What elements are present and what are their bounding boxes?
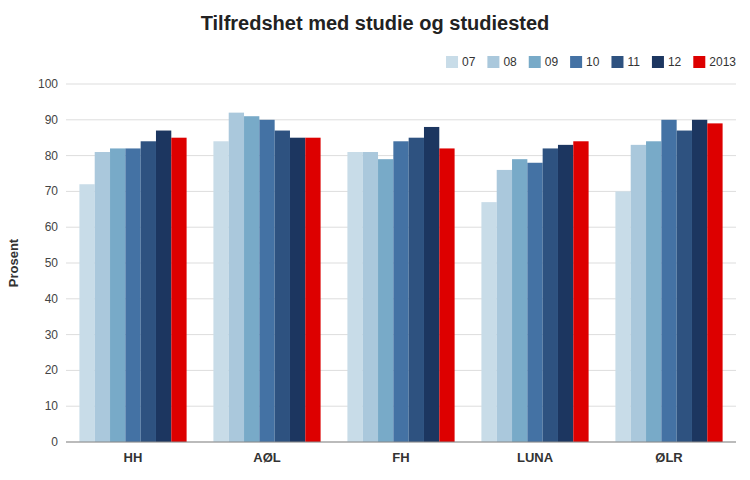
bar (497, 170, 512, 442)
bar (439, 148, 454, 442)
grid-line (66, 119, 736, 120)
legend-label: 11 (627, 55, 640, 69)
legend-label: 10 (586, 55, 600, 69)
legend-swatch (693, 56, 705, 68)
grid (66, 84, 736, 442)
bar (543, 148, 558, 442)
x-axis-line (66, 442, 736, 443)
y-tick-label: 20 (45, 363, 59, 377)
legend-swatch (446, 56, 458, 68)
bar (125, 148, 140, 442)
bars (79, 113, 722, 442)
bar (707, 123, 722, 442)
legend-swatch (529, 56, 541, 68)
legend-label: 08 (503, 55, 517, 69)
bar (558, 145, 573, 442)
bar (229, 113, 244, 442)
bar (305, 138, 320, 442)
y-tick-label: 90 (45, 113, 59, 127)
y-axis-label: Prosent (6, 238, 21, 287)
y-tick-label: 60 (45, 220, 59, 234)
bar (171, 138, 186, 442)
bar (393, 141, 408, 442)
bar (213, 141, 228, 442)
bar (244, 116, 259, 442)
y-tick-label: 40 (45, 292, 59, 306)
bar (631, 145, 646, 442)
x-tick-label: HH (124, 450, 143, 465)
bar (527, 163, 542, 442)
bar (141, 141, 156, 442)
bar (646, 141, 661, 442)
legend-swatch (570, 56, 582, 68)
y-tick-label: 80 (45, 149, 59, 163)
y-tick-label: 30 (45, 328, 59, 342)
legend-swatch (652, 56, 664, 68)
legend-swatch (611, 56, 623, 68)
bar (95, 152, 110, 442)
title: Tilfredshet med studie og studiested (201, 12, 550, 34)
grid-line (66, 84, 736, 85)
bar (110, 148, 125, 442)
bar (615, 191, 630, 442)
y-tick-label: 10 (45, 399, 59, 413)
legend: 07 08 09 10 11 12 2013 (446, 55, 736, 69)
x-tick-label: LUNA (517, 450, 554, 465)
legend-label: 12 (668, 55, 682, 69)
y-tick-label: 100 (38, 77, 58, 91)
legend-label: 2013 (709, 55, 736, 69)
bar (512, 159, 527, 442)
bar (573, 141, 588, 442)
chart: Tilfredshet med studie og studiested 0 10 2… (0, 0, 750, 480)
grid-line (66, 442, 736, 443)
bar (290, 138, 305, 442)
bar (424, 127, 439, 442)
y-tick-label: 0 (51, 435, 58, 449)
bar (347, 152, 362, 442)
bar (363, 152, 378, 442)
y-tick-label: 70 (45, 184, 59, 198)
bar (378, 159, 393, 442)
bar (409, 138, 424, 442)
legend-label: 07 (462, 55, 476, 69)
legend-swatch (487, 56, 499, 68)
bar (661, 120, 676, 442)
bar (156, 131, 171, 442)
bar (259, 120, 274, 442)
y-tick-label: 50 (45, 256, 59, 270)
x-tick-label: AØL (253, 450, 281, 465)
x-tick-label: FH (392, 450, 409, 465)
bar (677, 131, 692, 442)
bar (275, 131, 290, 442)
bar (481, 202, 496, 442)
bar (79, 184, 94, 442)
x-tick-label: ØLR (655, 450, 683, 465)
legend-label: 09 (545, 55, 559, 69)
bar (692, 120, 707, 442)
